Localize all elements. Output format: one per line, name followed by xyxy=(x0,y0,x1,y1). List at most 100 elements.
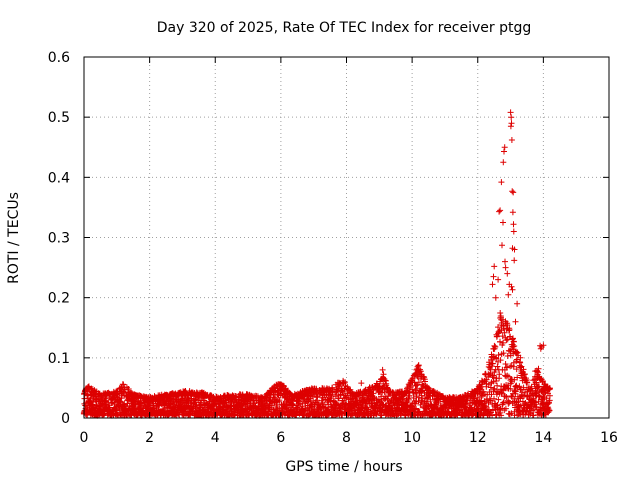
data-point xyxy=(487,397,494,404)
data-point xyxy=(494,363,501,370)
data-point xyxy=(328,391,335,398)
data-point xyxy=(521,371,528,378)
data-point xyxy=(490,273,497,280)
data-point xyxy=(370,390,377,397)
x-tick-label: 0 xyxy=(80,430,89,446)
data-point xyxy=(495,324,501,331)
data-point xyxy=(497,357,504,364)
data-point xyxy=(464,393,471,400)
data-point xyxy=(500,159,507,166)
data-point xyxy=(502,258,508,265)
data-point xyxy=(488,391,495,398)
data-point xyxy=(511,343,518,349)
data-point xyxy=(511,395,518,402)
data-point xyxy=(502,264,509,271)
data-point xyxy=(524,379,531,386)
data-points xyxy=(80,109,553,419)
data-point xyxy=(514,349,521,356)
data-point xyxy=(376,389,383,396)
data-point xyxy=(546,392,553,399)
y-tick-label: 0.1 xyxy=(48,351,70,367)
x-tick-label: 2 xyxy=(145,430,154,446)
data-point xyxy=(505,398,512,405)
y-tick-label: 0.6 xyxy=(48,50,70,66)
data-point xyxy=(305,396,312,403)
data-point xyxy=(493,378,499,384)
data-point xyxy=(491,263,498,270)
chart-title: Day 320 of 2025, Rate Of TEC Index for r… xyxy=(157,20,532,36)
data-point xyxy=(509,286,516,293)
data-point xyxy=(507,123,514,130)
data-point xyxy=(502,361,509,367)
data-point xyxy=(521,392,528,399)
data-point xyxy=(504,322,511,328)
data-point xyxy=(537,345,544,352)
data-point xyxy=(504,270,511,277)
data-point xyxy=(491,395,497,402)
data-point xyxy=(423,395,430,402)
y-tick-label: 0 xyxy=(61,411,70,427)
data-point xyxy=(501,144,508,151)
data-point xyxy=(507,109,514,116)
data-point xyxy=(268,398,274,405)
data-point xyxy=(504,353,511,359)
data-point xyxy=(508,137,515,143)
data-point xyxy=(513,366,520,373)
data-point xyxy=(508,114,515,121)
data-point xyxy=(533,403,540,410)
data-point xyxy=(505,373,512,380)
data-point xyxy=(505,291,512,298)
data-point xyxy=(494,333,501,340)
data-point xyxy=(510,221,517,228)
data-point xyxy=(503,337,510,344)
data-point xyxy=(540,342,547,349)
x-tick-label: 4 xyxy=(211,430,220,446)
data-point xyxy=(492,294,499,301)
data-point xyxy=(520,384,527,391)
data-point xyxy=(496,371,503,378)
x-tick-label: 8 xyxy=(342,430,351,446)
data-point xyxy=(510,335,516,342)
data-point xyxy=(120,381,127,388)
data-point xyxy=(506,326,513,333)
data-point xyxy=(415,362,422,369)
data-point xyxy=(276,397,283,404)
data-point xyxy=(500,339,507,346)
data-point xyxy=(507,385,514,392)
grid xyxy=(84,57,609,418)
data-point xyxy=(495,396,502,403)
data-point xyxy=(517,364,524,371)
data-point xyxy=(501,148,507,155)
x-tick-label: 16 xyxy=(600,430,618,446)
data-point xyxy=(493,355,500,362)
data-point xyxy=(539,378,546,384)
data-point xyxy=(511,257,518,264)
data-point xyxy=(480,388,487,395)
data-point xyxy=(517,354,524,361)
data-point xyxy=(516,383,523,390)
data-point xyxy=(547,385,553,392)
y-tick-label: 0.4 xyxy=(48,170,70,186)
data-point xyxy=(512,318,519,325)
y-tick-label: 0.5 xyxy=(48,110,70,126)
data-point xyxy=(508,120,515,127)
data-point xyxy=(333,386,340,393)
data-point xyxy=(514,300,521,307)
data-point xyxy=(546,407,553,414)
data-point xyxy=(532,368,539,375)
data-point xyxy=(498,179,505,186)
data-point xyxy=(509,188,516,195)
data-point xyxy=(503,394,510,400)
y-tick-label: 0.2 xyxy=(48,291,70,307)
data-point xyxy=(500,219,506,226)
data-point xyxy=(415,379,422,386)
data-point xyxy=(497,338,503,345)
x-tick-label: 10 xyxy=(403,430,421,446)
data-point xyxy=(510,228,517,235)
data-point xyxy=(474,394,481,401)
data-point xyxy=(514,374,521,381)
data-point xyxy=(489,360,496,367)
data-point xyxy=(509,209,516,216)
